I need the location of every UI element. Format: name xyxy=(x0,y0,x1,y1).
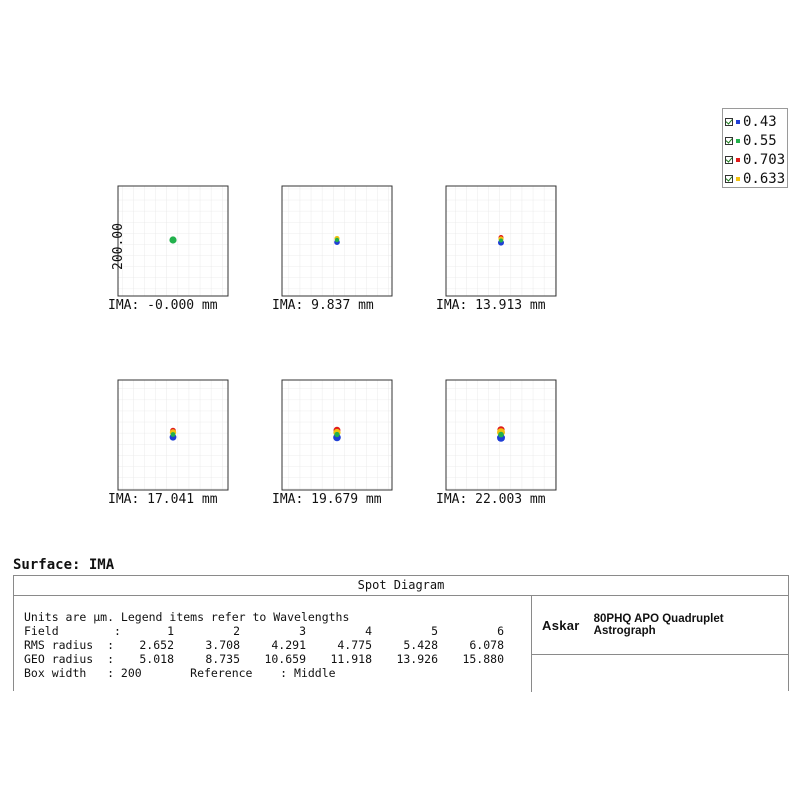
spot-point xyxy=(499,238,503,243)
legend-swatch xyxy=(736,176,740,181)
info-box: Spot Diagram Units are µm. Legend items … xyxy=(13,575,789,692)
rms-value: 6.078 xyxy=(469,638,504,652)
y-axis-label: 200.00 xyxy=(111,223,126,270)
legend-label: 0.703 xyxy=(743,151,786,168)
box-width-line: Box width : 200 Reference : Middle xyxy=(24,666,336,680)
checkbox-checked-icon[interactable] xyxy=(725,117,733,126)
spot-point xyxy=(334,431,340,438)
info-title: Spot Diagram xyxy=(14,576,788,596)
checkbox-checked-icon[interactable] xyxy=(725,155,733,164)
legend-item[interactable]: 0.703 xyxy=(725,150,787,169)
rms-value: 4.291 xyxy=(271,638,306,652)
geo-value: 10.659 xyxy=(264,652,306,666)
geo-value: 11.918 xyxy=(330,652,372,666)
legend-label: 0.633 xyxy=(743,170,786,187)
spot-panel: IMA: 13.913 mm xyxy=(436,185,557,313)
surface-label: Surface: IMA xyxy=(13,557,115,573)
spot-frame xyxy=(445,185,557,297)
legend-label: 0.43 xyxy=(743,113,777,130)
checkbox-checked-icon[interactable] xyxy=(725,136,733,145)
rms-value: 3.708 xyxy=(205,638,240,652)
info-stats: Units are µm. Legend items refer to Wave… xyxy=(14,596,532,692)
fields-value: 6 xyxy=(497,624,504,638)
rms-value: 4.775 xyxy=(337,638,372,652)
units-line: Units are µm. Legend items refer to Wave… xyxy=(24,610,350,624)
spot-panel: IMA: -0.000 mm xyxy=(108,185,229,313)
spot-panel: IMA: 19.679 mm xyxy=(272,379,393,507)
legend-swatch xyxy=(736,119,740,124)
spot-panel: IMA: 17.041 mm xyxy=(108,379,229,507)
spot-point xyxy=(498,431,504,438)
fields-value: 1 xyxy=(167,624,174,638)
fields-value: 5 xyxy=(431,624,438,638)
legend-swatch xyxy=(736,138,740,143)
field-label: IMA: 19.679 mm xyxy=(272,492,382,507)
spot-frame xyxy=(281,379,393,491)
fields-value: 2 xyxy=(233,624,240,638)
spot-point xyxy=(170,432,176,437)
rms-value: 5.428 xyxy=(403,638,438,652)
geo-value: 15.880 xyxy=(462,652,504,666)
spot-point xyxy=(169,236,177,244)
spot-panel: IMA: 22.003 mm xyxy=(436,379,557,507)
brand-row: Askar 80PHQ APO Quadruplet Astrograph xyxy=(532,596,788,655)
spot-panel: IMA: 9.837 mm xyxy=(272,185,393,313)
legend-item[interactable]: 0.633 xyxy=(725,169,787,188)
spot-frame xyxy=(117,185,229,297)
spot-diagram-plots: IMA: -0.000 mm IMA: 9.837 mm IMA: 13.913 m… xyxy=(108,185,557,507)
product-name: 80PHQ APO Quadruplet Astrograph xyxy=(593,613,724,637)
fields-value: 3 xyxy=(299,624,306,638)
field-label: IMA: 22.003 mm xyxy=(436,492,546,507)
checkbox-checked-icon[interactable] xyxy=(725,174,733,183)
field-label: IMA: 17.041 mm xyxy=(108,492,218,507)
rms-value: 2.652 xyxy=(139,638,174,652)
spot-frame xyxy=(445,379,557,491)
fields-value: 4 xyxy=(365,624,372,638)
field-label: IMA: -0.000 mm xyxy=(108,298,218,313)
geo-value: 13.926 xyxy=(396,652,438,666)
info-brand-cell: Askar 80PHQ APO Quadruplet Astrograph xyxy=(532,596,788,692)
field-label: IMA: 9.837 mm xyxy=(272,298,374,313)
brand-name: Askar xyxy=(542,617,580,633)
info-body: Units are µm. Legend items refer to Wave… xyxy=(14,596,788,692)
legend-item[interactable]: 0.55 xyxy=(725,131,787,150)
spot-point xyxy=(334,237,340,243)
legend-label: 0.55 xyxy=(743,132,777,149)
field-label: IMA: 13.913 mm xyxy=(436,298,546,313)
spot-frame xyxy=(281,185,393,297)
geo-row: GEO radius :5.018 8.735 10.659 11.918 13.926… xyxy=(24,652,504,666)
legend-item[interactable]: 0.43 xyxy=(725,112,787,131)
wavelength-legend: 0.43 0.55 0.703 0.633 xyxy=(722,108,788,188)
spot-frame xyxy=(117,379,229,491)
rms-row: RMS radius :2.652 3.708 4.291 4.775 5.428 6.0… xyxy=(24,638,504,652)
geo-value: 5.018 xyxy=(139,652,174,666)
geo-value: 8.735 xyxy=(205,652,240,666)
legend-swatch xyxy=(736,157,740,162)
